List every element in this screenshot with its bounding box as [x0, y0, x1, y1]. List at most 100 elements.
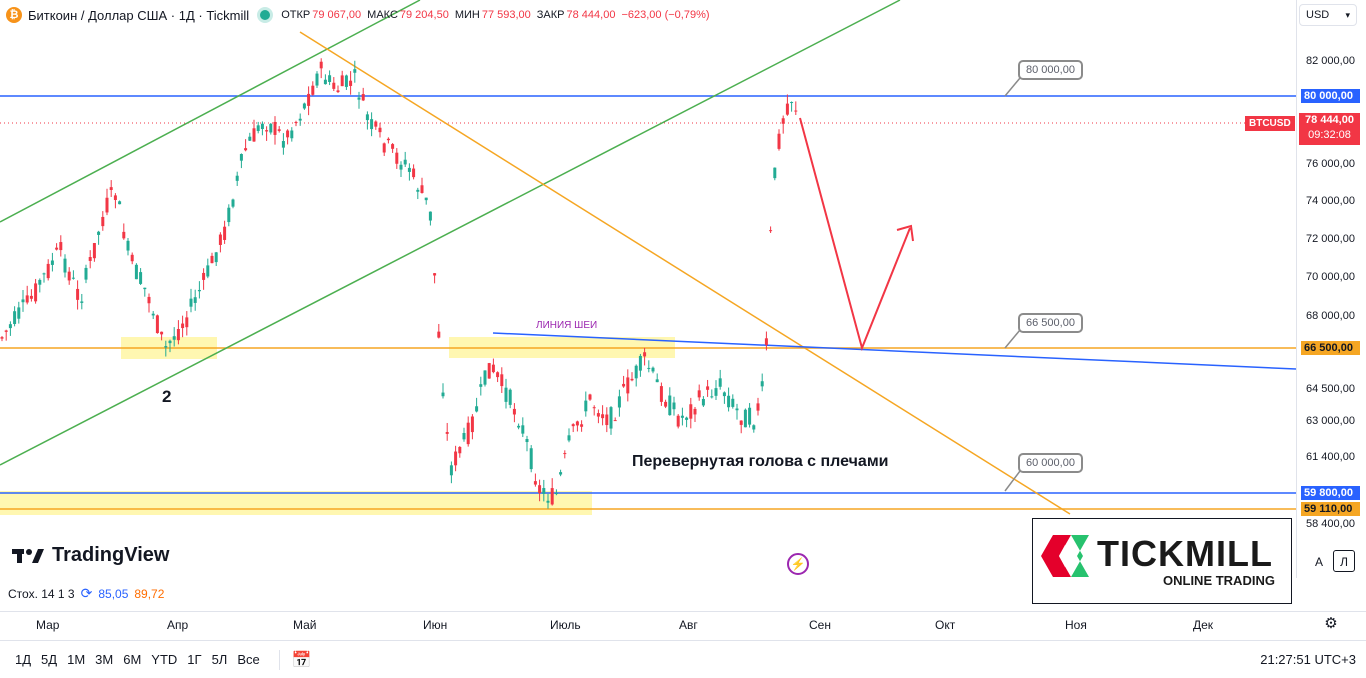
candle-body [214, 252, 218, 263]
period-button[interactable]: 3М [95, 652, 114, 667]
month-label: Сен [809, 618, 831, 632]
candle-body [794, 110, 798, 112]
candle-body [601, 414, 605, 419]
price-tick: 68 000,00 [1306, 310, 1355, 322]
month-label: Июль [550, 618, 581, 632]
candle-body [718, 378, 722, 387]
open-value: 79 067,00 [312, 9, 362, 21]
period-button[interactable]: Все [237, 652, 260, 667]
candle-body [651, 367, 655, 372]
price-tick: 72 000,00 [1306, 233, 1355, 245]
downtrend-line[interactable] [299, 31, 1071, 515]
chart-area[interactable]: ₿ Биткоин / Доллар США · 1Д · Tickmill О… [0, 0, 1296, 578]
candle-body [433, 273, 437, 276]
refresh-icon[interactable]: ⟳ [80, 585, 93, 601]
candle-body [517, 425, 521, 428]
price-label-59800: 59 800,00 [1301, 486, 1360, 500]
forecast-arrow[interactable] [799, 117, 911, 352]
neckline-line[interactable] [492, 332, 1296, 370]
candle-body [752, 425, 756, 430]
candle-body [42, 273, 46, 275]
candle-body [147, 296, 151, 304]
tradingview-logo[interactable]: TradingView [12, 544, 169, 567]
open-label: ОТКР [281, 9, 311, 21]
candle-body [59, 242, 63, 251]
change-value: −623,00 (−0,79%) [621, 9, 710, 21]
stochastic-legend[interactable]: Стох. 14 1 3 ⟳ 85,05 89,72 [8, 585, 164, 602]
candle-body [458, 446, 462, 454]
period-button[interactable]: YTD [151, 652, 178, 667]
candle-body [290, 130, 294, 139]
price-tick: 61 400,00 [1306, 451, 1355, 463]
channel-lower-line[interactable] [0, 0, 901, 466]
candle-body [504, 387, 508, 402]
lightning-icon[interactable]: ⚡ [787, 553, 809, 575]
symbol-tag: BTCUSD [1245, 116, 1295, 131]
candle-body [609, 407, 613, 429]
stoch-k-value: 85,05 [98, 586, 129, 601]
candle-body [420, 185, 424, 193]
candle-body [248, 136, 252, 141]
candle-body [223, 226, 227, 240]
candle-body [714, 388, 718, 396]
symbol-title[interactable]: Биткоин / Доллар США · 1Д · Tickmill [28, 7, 250, 23]
candle-body [626, 377, 630, 394]
candle-body [239, 154, 243, 161]
candle-body [701, 398, 705, 406]
candle-body [588, 394, 592, 400]
period-button[interactable]: 1Г [187, 652, 202, 667]
settings-icon[interactable]: ⚙ [1324, 615, 1338, 632]
candle-body [197, 289, 201, 292]
price-label-80000: 80 000,00 [1301, 89, 1360, 103]
candle-body [756, 403, 760, 411]
callout-60000[interactable]: 60 000,00 [1018, 453, 1083, 473]
callout-80000[interactable]: 80 000,00 [1018, 60, 1083, 80]
date-range-icon[interactable]: 📅 [278, 649, 312, 670]
month-label: Окт [935, 618, 956, 632]
current-price-box: 78 444,00 09:32:08 [1299, 113, 1360, 145]
price-tick: 70 000,00 [1306, 271, 1355, 283]
candle-body [139, 272, 143, 284]
period-button[interactable]: 1М [67, 652, 86, 667]
auto-scale-button[interactable]: A [1314, 555, 1323, 569]
candle-body [685, 417, 689, 420]
currency-selector[interactable]: USD ▾ [1299, 4, 1357, 26]
pattern-label: Перевернутая голова с плечами [632, 453, 889, 470]
period-button[interactable]: 5Д [41, 652, 58, 667]
candle-body [643, 352, 647, 357]
period-button[interactable]: 6М [123, 652, 142, 667]
price-tick: 58 400,00 [1306, 518, 1355, 530]
period-selector: 1Д 5Д 1М 3М 6М YTD 1Г 5Л Все [10, 652, 265, 667]
price-chart-svg[interactable] [0, 0, 1296, 578]
candle-body [71, 277, 75, 279]
candle-body [407, 167, 411, 172]
time-axis[interactable]: Мар Апр Май Июн Июль Авг Сен Окт Ноя Дек [0, 611, 1366, 638]
candle-body [97, 231, 101, 235]
candle-body [189, 298, 193, 307]
candle-body [353, 69, 357, 73]
candle-body [281, 141, 285, 148]
log-scale-button[interactable]: Л [1333, 550, 1355, 572]
tradingview-icon [12, 548, 44, 563]
callout-66500[interactable]: 66 500,00 [1018, 313, 1083, 333]
candle-body [244, 148, 248, 151]
candle-body [0, 337, 4, 339]
candle-body [760, 381, 764, 387]
candle-body [731, 398, 735, 407]
candle-body [160, 331, 164, 335]
candle-body [323, 79, 327, 85]
forecast-arrowhead [896, 224, 914, 242]
period-button[interactable]: 1Д [15, 652, 32, 667]
candle-body [151, 313, 155, 316]
candle-body [580, 424, 584, 427]
candle-body [118, 201, 122, 205]
period-button[interactable]: 5Л [211, 652, 228, 667]
candle-body [134, 264, 138, 280]
clock[interactable]: 21:27:51 UTC+3 [1260, 652, 1356, 667]
candle-body [164, 346, 168, 348]
candle-body [181, 323, 185, 329]
candle-body [659, 386, 663, 402]
channel-upper-line[interactable] [0, 0, 421, 223]
candle-body [437, 331, 441, 338]
candle-body [206, 265, 210, 277]
